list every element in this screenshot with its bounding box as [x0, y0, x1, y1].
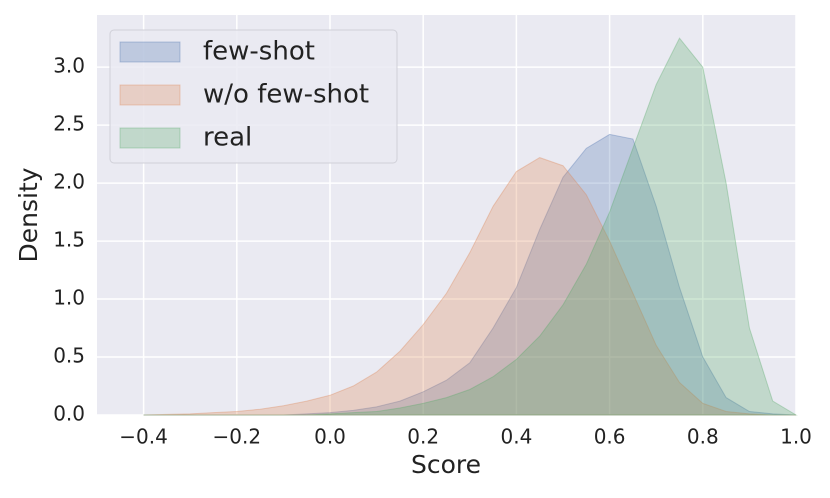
legend-swatch — [119, 127, 181, 149]
y-tick-label: 1.5 — [53, 228, 85, 252]
y-tick-label: 3.0 — [53, 54, 85, 78]
legend-label: real — [203, 123, 252, 153]
y-tick-label: 2.5 — [53, 112, 85, 136]
y-tick-label: 2.0 — [53, 170, 85, 194]
x-tick-label: 0.8 — [687, 425, 719, 449]
legend-swatch — [119, 41, 181, 63]
density-area — [143, 157, 796, 416]
legend-swatch — [119, 84, 181, 106]
density-area — [143, 37, 798, 416]
x-tick-label: 0.4 — [500, 425, 532, 449]
x-tick-label: −0.4 — [119, 425, 168, 449]
y-tick-label: 0.5 — [53, 344, 85, 368]
x-tick-label: 0.2 — [407, 425, 439, 449]
legend-label: few-shot — [203, 37, 315, 67]
x-axis-label: Score — [411, 450, 481, 479]
legend-label: w/o few-shot — [203, 80, 369, 110]
x-tick-label: 0.6 — [594, 425, 626, 449]
density-area — [143, 133, 797, 416]
y-tick-label: 1.0 — [53, 286, 85, 310]
x-tick-label: 1.0 — [780, 425, 812, 449]
legend-box — [109, 29, 398, 164]
x-tick-label: 0.0 — [314, 425, 346, 449]
y-axis-label: Density — [14, 167, 43, 262]
y-tick-label: 0.0 — [53, 402, 85, 426]
x-tick-label: −0.2 — [213, 425, 262, 449]
